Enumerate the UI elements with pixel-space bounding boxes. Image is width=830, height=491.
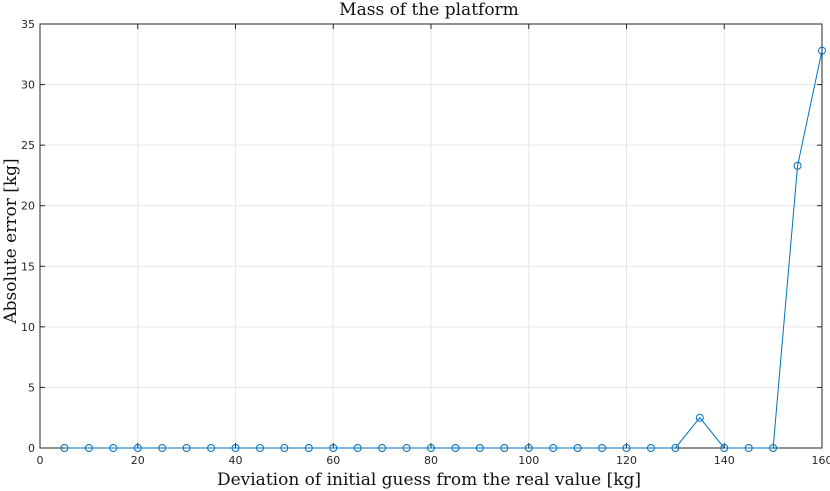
y-tick-label: 10 (21, 321, 35, 334)
data-point (304, 444, 313, 452)
data-point (207, 444, 216, 452)
x-axis-label: Deviation of initial guess from the real… (217, 470, 641, 490)
data-point (255, 444, 264, 452)
y-tick-label: 25 (21, 139, 35, 152)
data-point (622, 444, 631, 452)
data-point (671, 444, 680, 452)
y-tick-label: 0 (28, 442, 35, 455)
data-point (744, 444, 753, 452)
data-point (769, 444, 778, 452)
x-tick-label: 40 (229, 454, 243, 467)
chart-title: Mass of the platform (339, 0, 519, 20)
data-point (598, 444, 607, 452)
y-tick-label: 35 (21, 18, 35, 31)
data-point (231, 444, 240, 452)
y-tick-label: 20 (21, 200, 35, 213)
x-tick-label: 60 (326, 454, 340, 467)
data-point (475, 444, 484, 452)
y-axis-ticks: 0 5 10 15 20 25 30 35 (21, 18, 822, 455)
x-tick-label: 20 (131, 454, 145, 467)
data-point (524, 444, 533, 452)
data-point (109, 444, 118, 452)
data-point (573, 444, 582, 452)
data-point (84, 444, 93, 452)
data-point (402, 444, 411, 452)
data-point (818, 46, 826, 55)
x-tick-label: 100 (518, 454, 539, 467)
data-point (695, 413, 704, 422)
series-line (64, 50, 823, 449)
x-tick-label: 80 (424, 454, 438, 467)
data-point (158, 444, 167, 452)
data-point (646, 444, 655, 452)
x-tick-label: 0 (37, 454, 44, 467)
data-point (353, 444, 362, 452)
data-point (133, 444, 142, 452)
x-tick-label: 140 (714, 454, 735, 467)
y-tick-label: 5 (28, 381, 35, 394)
x-axis-ticks: 0 20 40 60 80 100 120 140 160 (37, 24, 830, 467)
y-tick-label: 30 (21, 79, 35, 92)
data-point (182, 444, 191, 452)
data-point (378, 444, 387, 452)
data-point (329, 444, 338, 452)
data-point (427, 444, 435, 452)
data-point (549, 444, 558, 452)
data-series (60, 46, 826, 452)
x-tick-label: 120 (616, 454, 637, 467)
data-point (451, 444, 460, 452)
x-tick-label: 160 (812, 454, 830, 467)
data-point (280, 444, 289, 452)
y-tick-label: 15 (21, 260, 35, 273)
data-point (793, 161, 802, 170)
data-point (60, 444, 69, 452)
data-point (720, 444, 729, 452)
grid (39, 23, 823, 449)
y-axis-label: Absolute error [kg] (1, 158, 21, 324)
data-point (500, 444, 509, 452)
